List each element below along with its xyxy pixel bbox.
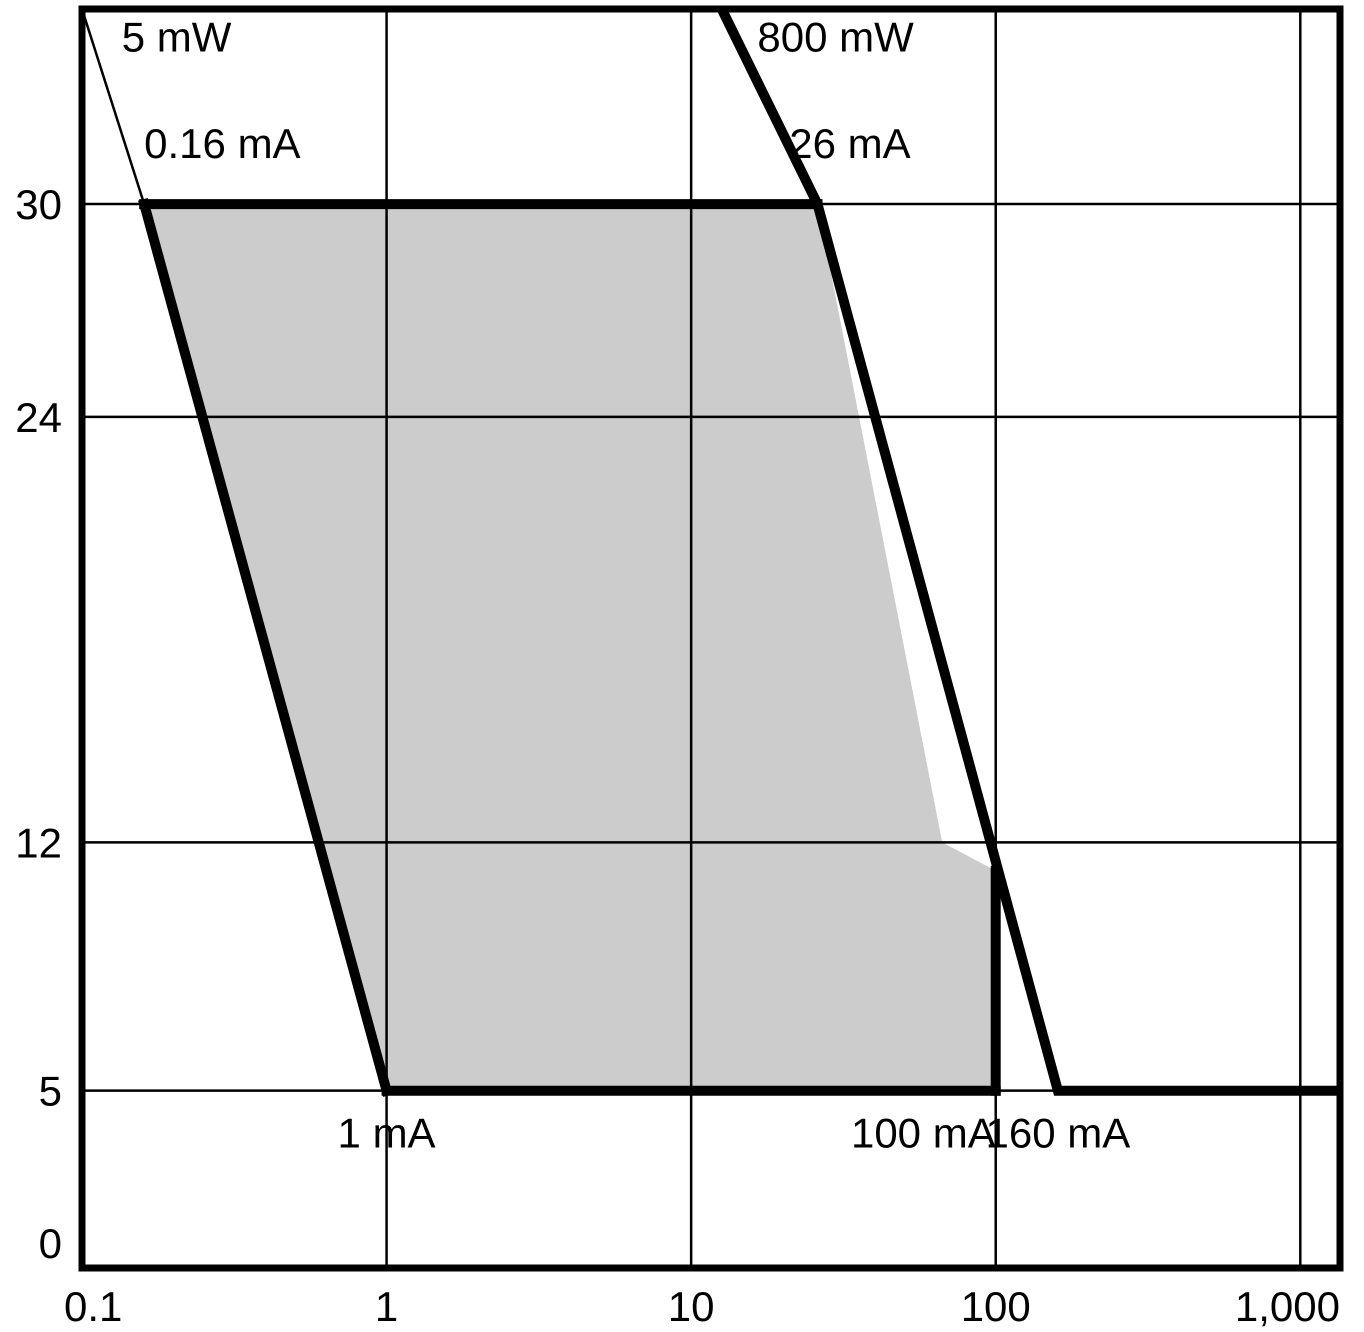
y-tick-label: 30	[15, 181, 62, 228]
y-tick-labels: 0 5 12 24 30	[15, 181, 62, 1267]
annotation-label: 1 mA	[338, 1109, 436, 1156]
boundary-layer	[138, 197, 1001, 1097]
y-tick-label: 12	[15, 819, 62, 866]
annotation-label: 0.16 mA	[144, 120, 300, 167]
operating-region	[144, 204, 996, 1091]
y-tick-label: 5	[39, 1068, 62, 1115]
x-tick-label: 1,000	[1235, 1283, 1340, 1330]
power-curve-thick	[717, 6, 1340, 1096]
x-tick-label: 1	[375, 1283, 398, 1330]
region-boundary	[138, 197, 393, 1097]
x-tick-label: 100	[961, 1283, 1031, 1330]
annotation-label: 100 mA	[851, 1109, 996, 1156]
annotation-label: 800 mW	[757, 14, 914, 61]
plot-frame	[78, 5, 1344, 1272]
operating-region-layer	[144, 204, 996, 1091]
annotation-label: 26 mA	[789, 120, 910, 167]
curve-layer	[80, 6, 1340, 1096]
x-tick-labels: 0.1 1 10 100 1,000	[64, 1283, 1340, 1330]
annotation-label: 5 mW	[122, 14, 232, 61]
x-tick-label: 10	[668, 1283, 715, 1330]
x-tick-label: 0.1	[64, 1283, 122, 1330]
annotation-label: 160 mA	[986, 1109, 1131, 1156]
power-curve-thin	[80, 8, 146, 205]
y-tick-label: 0	[39, 1220, 62, 1267]
y-tick-label: 24	[15, 394, 62, 441]
